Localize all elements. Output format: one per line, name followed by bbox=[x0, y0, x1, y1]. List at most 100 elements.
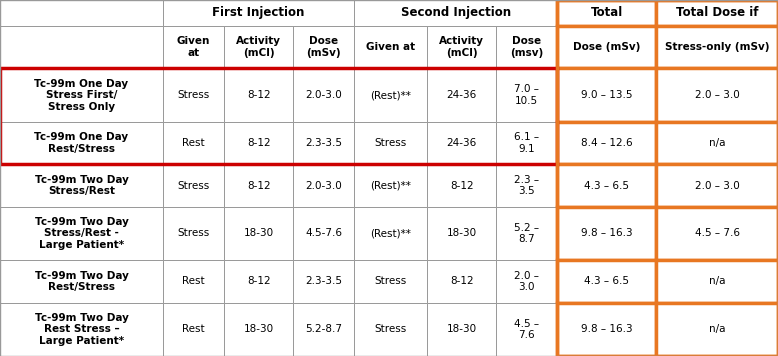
Bar bbox=[224, 303, 293, 356]
Bar bbox=[354, 122, 427, 164]
Bar bbox=[496, 260, 557, 303]
Text: 2.0 –
3.0: 2.0 – 3.0 bbox=[514, 271, 539, 292]
Text: 4.3 – 6.5: 4.3 – 6.5 bbox=[584, 276, 629, 287]
Bar bbox=[557, 303, 657, 356]
Bar bbox=[224, 122, 293, 164]
Text: Dose
(mSv): Dose (mSv) bbox=[307, 36, 341, 58]
Text: Rest: Rest bbox=[182, 138, 205, 148]
Text: Activity
(mCl): Activity (mCl) bbox=[236, 36, 281, 58]
Bar bbox=[354, 303, 427, 356]
Bar bbox=[557, 207, 657, 260]
Bar bbox=[427, 260, 496, 303]
Text: 4.5 – 7.6: 4.5 – 7.6 bbox=[695, 229, 740, 239]
Bar bbox=[0, 26, 163, 68]
Bar bbox=[354, 0, 557, 26]
Text: Rest: Rest bbox=[182, 276, 205, 287]
Text: 18-30: 18-30 bbox=[447, 229, 477, 239]
Bar bbox=[163, 68, 224, 122]
Text: 5.2-8.7: 5.2-8.7 bbox=[305, 324, 342, 334]
Bar bbox=[496, 164, 557, 207]
Bar bbox=[427, 207, 496, 260]
Bar bbox=[354, 26, 427, 68]
Bar bbox=[354, 207, 427, 260]
Bar bbox=[657, 207, 778, 260]
Bar bbox=[293, 164, 354, 207]
Text: 24-36: 24-36 bbox=[447, 90, 477, 100]
Text: 2.3-3.5: 2.3-3.5 bbox=[305, 276, 342, 287]
Bar bbox=[224, 68, 293, 122]
Text: Tc-99m Two Day
Stress/Rest -
Large Patient*: Tc-99m Two Day Stress/Rest - Large Patie… bbox=[34, 217, 128, 250]
Bar bbox=[657, 303, 778, 356]
Bar bbox=[557, 26, 657, 68]
Bar bbox=[496, 68, 557, 122]
Bar bbox=[557, 68, 657, 122]
Text: 9.8 – 16.3: 9.8 – 16.3 bbox=[581, 324, 633, 334]
Bar bbox=[224, 260, 293, 303]
Bar bbox=[657, 0, 778, 26]
Text: 8-12: 8-12 bbox=[450, 180, 474, 190]
Text: (Rest)**: (Rest)** bbox=[370, 180, 412, 190]
Text: Rest: Rest bbox=[182, 324, 205, 334]
Bar bbox=[427, 303, 496, 356]
Bar bbox=[0, 303, 163, 356]
Bar bbox=[427, 26, 496, 68]
Text: 18-30: 18-30 bbox=[244, 229, 274, 239]
Text: 9.8 – 16.3: 9.8 – 16.3 bbox=[581, 229, 633, 239]
Bar bbox=[657, 164, 778, 207]
Text: 2.0-3.0: 2.0-3.0 bbox=[305, 90, 342, 100]
Text: Stress: Stress bbox=[177, 229, 210, 239]
Bar bbox=[557, 0, 657, 26]
Bar bbox=[163, 122, 224, 164]
Text: Tc-99m One Day
Rest/Stress: Tc-99m One Day Rest/Stress bbox=[34, 132, 128, 154]
Bar bbox=[427, 164, 496, 207]
Text: 8-12: 8-12 bbox=[247, 180, 271, 190]
Text: 4.5-7.6: 4.5-7.6 bbox=[305, 229, 342, 239]
Bar bbox=[496, 122, 557, 164]
Text: 24-36: 24-36 bbox=[447, 138, 477, 148]
Text: Stress: Stress bbox=[177, 180, 210, 190]
Bar bbox=[354, 164, 427, 207]
Text: 8-12: 8-12 bbox=[247, 138, 271, 148]
Bar bbox=[657, 122, 778, 164]
Text: Dose (mSv): Dose (mSv) bbox=[573, 42, 640, 52]
Bar bbox=[557, 260, 657, 303]
Bar bbox=[657, 260, 778, 303]
Bar bbox=[557, 164, 657, 207]
Bar bbox=[163, 207, 224, 260]
Bar bbox=[293, 68, 354, 122]
Text: Stress: Stress bbox=[177, 90, 210, 100]
Text: 9.0 – 13.5: 9.0 – 13.5 bbox=[581, 90, 633, 100]
Bar bbox=[496, 26, 557, 68]
Bar bbox=[427, 68, 496, 122]
Text: n/a: n/a bbox=[709, 324, 725, 334]
Bar bbox=[163, 303, 224, 356]
Text: 8-12: 8-12 bbox=[247, 90, 271, 100]
Bar bbox=[354, 260, 427, 303]
Bar bbox=[0, 164, 163, 207]
Text: 2.0 – 3.0: 2.0 – 3.0 bbox=[695, 180, 740, 190]
Text: 2.3 –
3.5: 2.3 – 3.5 bbox=[514, 175, 539, 197]
Bar bbox=[293, 260, 354, 303]
Text: Stress: Stress bbox=[375, 276, 407, 287]
Bar bbox=[354, 68, 427, 122]
Text: Tc-99m Two Day
Rest/Stress: Tc-99m Two Day Rest/Stress bbox=[34, 271, 128, 292]
Bar bbox=[163, 26, 224, 68]
Text: Tc-99m Two Day
Stress/Rest: Tc-99m Two Day Stress/Rest bbox=[34, 175, 128, 197]
Bar bbox=[557, 122, 657, 164]
Text: 18-30: 18-30 bbox=[244, 324, 274, 334]
Bar bbox=[293, 207, 354, 260]
Text: 8-12: 8-12 bbox=[247, 276, 271, 287]
Text: 8-12: 8-12 bbox=[450, 276, 474, 287]
Text: 2.0-3.0: 2.0-3.0 bbox=[305, 180, 342, 190]
Bar bbox=[163, 260, 224, 303]
Text: Given at: Given at bbox=[366, 42, 415, 52]
Bar bbox=[0, 260, 163, 303]
Bar bbox=[293, 303, 354, 356]
Text: Given
at: Given at bbox=[177, 36, 210, 58]
Text: (Rest)**: (Rest)** bbox=[370, 229, 412, 239]
Text: 2.0 – 3.0: 2.0 – 3.0 bbox=[695, 90, 740, 100]
Text: (Rest)**: (Rest)** bbox=[370, 90, 412, 100]
Text: n/a: n/a bbox=[709, 276, 725, 287]
Text: 6.1 –
9.1: 6.1 – 9.1 bbox=[514, 132, 539, 154]
Text: n/a: n/a bbox=[709, 138, 725, 148]
